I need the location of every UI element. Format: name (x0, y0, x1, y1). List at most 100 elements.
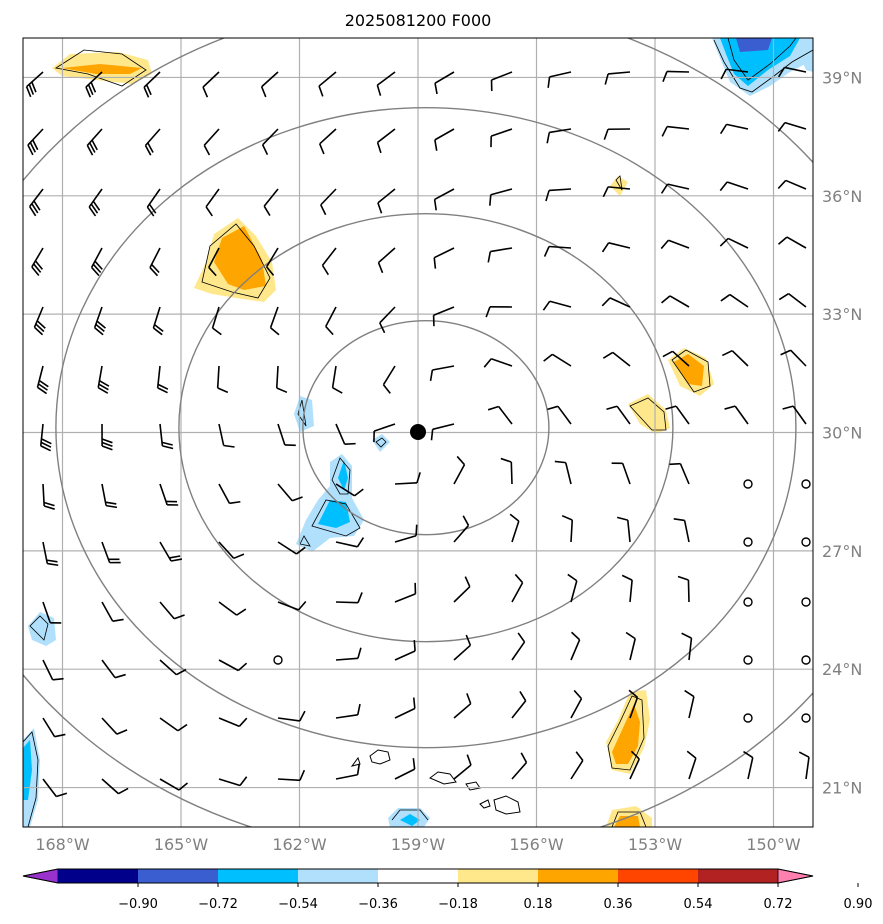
positive-core (674, 354, 704, 386)
longitude-label: 165°W (154, 835, 209, 854)
wind-barb (159, 483, 179, 506)
colorbar-segment (698, 869, 778, 883)
wind-barb (277, 710, 306, 722)
wind-barb (29, 188, 44, 217)
positive-core (62, 64, 142, 74)
wind-barb (394, 472, 421, 485)
wind-barb (798, 751, 810, 780)
wind-barb (602, 351, 631, 367)
wind-barb (159, 778, 188, 791)
wind-barb (662, 70, 690, 82)
wind-barb (778, 292, 807, 308)
colorbar-segment (378, 869, 458, 883)
wind-barb (721, 349, 749, 367)
wind-barb (218, 717, 248, 728)
wind-barb (218, 659, 248, 672)
wind-barb (485, 306, 513, 318)
wind-barb (31, 247, 44, 276)
colorbar-label: 0.54 (684, 897, 713, 912)
island (350, 756, 361, 767)
wind-barb (265, 247, 279, 276)
longitude-labels: 168°W 165°W 162°W 159°W 156°W 153°W 150°W (35, 835, 801, 854)
negative-core (23, 740, 32, 800)
calm-wind-marker (273, 655, 283, 665)
wind-barb (777, 121, 807, 132)
colorbar-label: −0.72 (198, 897, 238, 912)
negative-core (318, 500, 350, 528)
wind-barb (629, 750, 640, 780)
wind-barb (320, 188, 337, 216)
wind-barb (101, 541, 121, 564)
wind-barb (429, 365, 455, 381)
wind-barb (318, 128, 337, 155)
wind-barb (377, 188, 396, 214)
wind-barb (42, 601, 62, 624)
wind-barb (661, 125, 690, 137)
wind-barb (660, 183, 690, 194)
wind-barb (509, 513, 520, 543)
wind-barb (570, 751, 584, 780)
wind-barb (101, 659, 126, 679)
wind-barb (394, 524, 418, 543)
latitude-label: 39°N (822, 68, 862, 87)
wind-barb (335, 537, 365, 548)
range-ring (55, 106, 797, 749)
latitude-label: 21°N (822, 779, 862, 798)
longitude-label: 150°W (746, 835, 801, 854)
wind-barb (33, 306, 46, 336)
negative-area (372, 434, 390, 452)
wind-barb (277, 541, 306, 555)
calm-wind-marker (801, 597, 811, 607)
wind-barb (570, 631, 581, 661)
wind-barb (218, 541, 245, 560)
plot-frame (22, 37, 814, 828)
shaded-fields (23, 38, 813, 827)
island (369, 749, 391, 765)
wind-barb (487, 247, 513, 263)
colorbar-label: 0.72 (764, 897, 793, 912)
wind-barb (394, 639, 416, 661)
storm-center-marker (410, 424, 426, 440)
wind-barb (85, 71, 103, 98)
contour-line (611, 811, 647, 827)
wind-barb (603, 128, 631, 140)
latitude-label: 30°N (822, 424, 862, 443)
positive-core (612, 704, 640, 764)
wind-barb (159, 601, 185, 620)
wind-barb (218, 601, 247, 616)
contour-lines (23, 38, 813, 827)
wind-barb (601, 242, 631, 253)
wind-barb (547, 405, 572, 425)
wind-barb (606, 405, 631, 425)
wind-barb (156, 365, 169, 394)
contour-line (299, 535, 311, 547)
contour-line (201, 223, 271, 299)
calm-wind-marker (801, 655, 811, 665)
wind-barb (211, 306, 222, 336)
colorbar-segment (618, 869, 698, 883)
wind-barb (686, 750, 697, 780)
wind-barb (660, 239, 690, 250)
contour-line (29, 615, 49, 641)
colorbar-extend-high (777, 868, 814, 884)
wind-barb (453, 634, 472, 661)
colorbar-label: −0.18 (438, 897, 478, 912)
island (493, 795, 521, 815)
wind-barb (101, 483, 118, 509)
wind-barb (377, 247, 396, 274)
wind-barb (269, 306, 280, 336)
colorbar-label: 0.36 (604, 897, 633, 912)
longitude-label: 162°W (272, 835, 327, 854)
wind-barb (611, 462, 631, 485)
positive-area (628, 394, 670, 434)
latitude-label: 33°N (822, 305, 862, 324)
wind-barb (202, 71, 220, 98)
wind-barb (42, 659, 64, 681)
wind-barb (379, 306, 396, 334)
wind-barb (511, 690, 527, 719)
wind-barb (277, 769, 306, 782)
wind-barb (335, 763, 361, 780)
wind-barb (662, 350, 690, 367)
wind-barb (376, 128, 396, 154)
longitude-label: 153°W (628, 835, 683, 854)
